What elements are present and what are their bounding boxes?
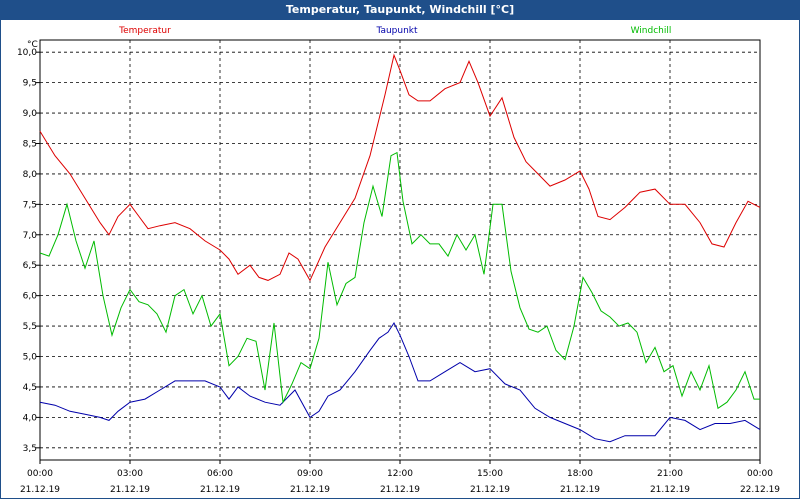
legend-entry-taupunkt: Taupunkt — [375, 26, 418, 36]
x-tick-time-label: 15:00 — [477, 469, 503, 479]
x-tick-date-label: 21.12.19 — [290, 485, 330, 495]
y-tick-label: 10,0 — [17, 48, 37, 58]
x-tick-time-label: 00:00 — [747, 469, 773, 479]
x-tick-date-label: 21.12.19 — [470, 485, 510, 495]
y-tick-label: 3,5 — [23, 444, 37, 454]
x-tick-date-label: 22.12.19 — [740, 485, 780, 495]
y-tick-label: 4,0 — [23, 413, 38, 423]
y-tick-label: 5,0 — [23, 353, 38, 363]
x-tick-time-label: 06:00 — [207, 469, 233, 479]
y-axis-unit-label: °C — [27, 40, 38, 50]
y-tick-label: 8,5 — [23, 139, 37, 149]
y-tick-label: 7,5 — [23, 200, 37, 210]
x-tick-time-label: 12:00 — [387, 469, 413, 479]
y-tick-label: 5,5 — [23, 322, 37, 332]
y-tick-label: 7,0 — [23, 231, 38, 241]
y-tick-label: 6,5 — [23, 261, 37, 271]
y-tick-label: 8,0 — [23, 170, 38, 180]
chart-title: Temperatur, Taupunkt, Windchill [°C] — [0, 0, 800, 20]
plot-area — [39, 39, 761, 461]
y-axis-ticks: 3,5 4,0 4,5 5,0 5,5 6,0 6,5 7,0 7,5 8,0 8,5 9,0 9,5 1… — [17, 48, 40, 454]
x-tick-time-label: 00:00 — [27, 469, 53, 479]
series-group — [39, 53, 761, 443]
y-tick-label: 9,5 — [23, 79, 37, 89]
x-tick-date-label: 21.12.19 — [20, 485, 60, 495]
x-tick-date-label: 21.12.19 — [200, 485, 240, 495]
series-line-temperatur — [39, 53, 761, 282]
y-tick-label: 4,5 — [23, 383, 37, 393]
legend-entry-windchill: Windchill — [631, 26, 672, 36]
y-tick-label: 9,0 — [23, 109, 38, 119]
x-tick-time-label: 09:00 — [297, 469, 323, 479]
legend-entry-temperatur: Temperatur — [118, 26, 171, 36]
x-tick-date-label: 21.12.19 — [110, 485, 150, 495]
x-tick-date-label: 21.12.19 — [380, 485, 420, 495]
x-tick-time-label: 21:00 — [657, 469, 683, 479]
y-tick-label: 6,0 — [23, 292, 38, 302]
x-axis-ticks: 00:00 21.12.19 03:00 21.12.19 06:00 21.12.19 0… — [20, 460, 780, 495]
x-tick-time-label: 03:00 — [117, 469, 143, 479]
series-line-taupunkt — [39, 321, 761, 443]
x-tick-date-label: 21.12.19 — [650, 485, 690, 495]
series-line-windchill — [39, 151, 760, 410]
x-tick-time-label: 18:00 — [567, 469, 593, 479]
x-tick-date-label: 21.12.19 — [560, 485, 600, 495]
legend: Temperatur Taupunkt Windchill — [118, 26, 671, 36]
